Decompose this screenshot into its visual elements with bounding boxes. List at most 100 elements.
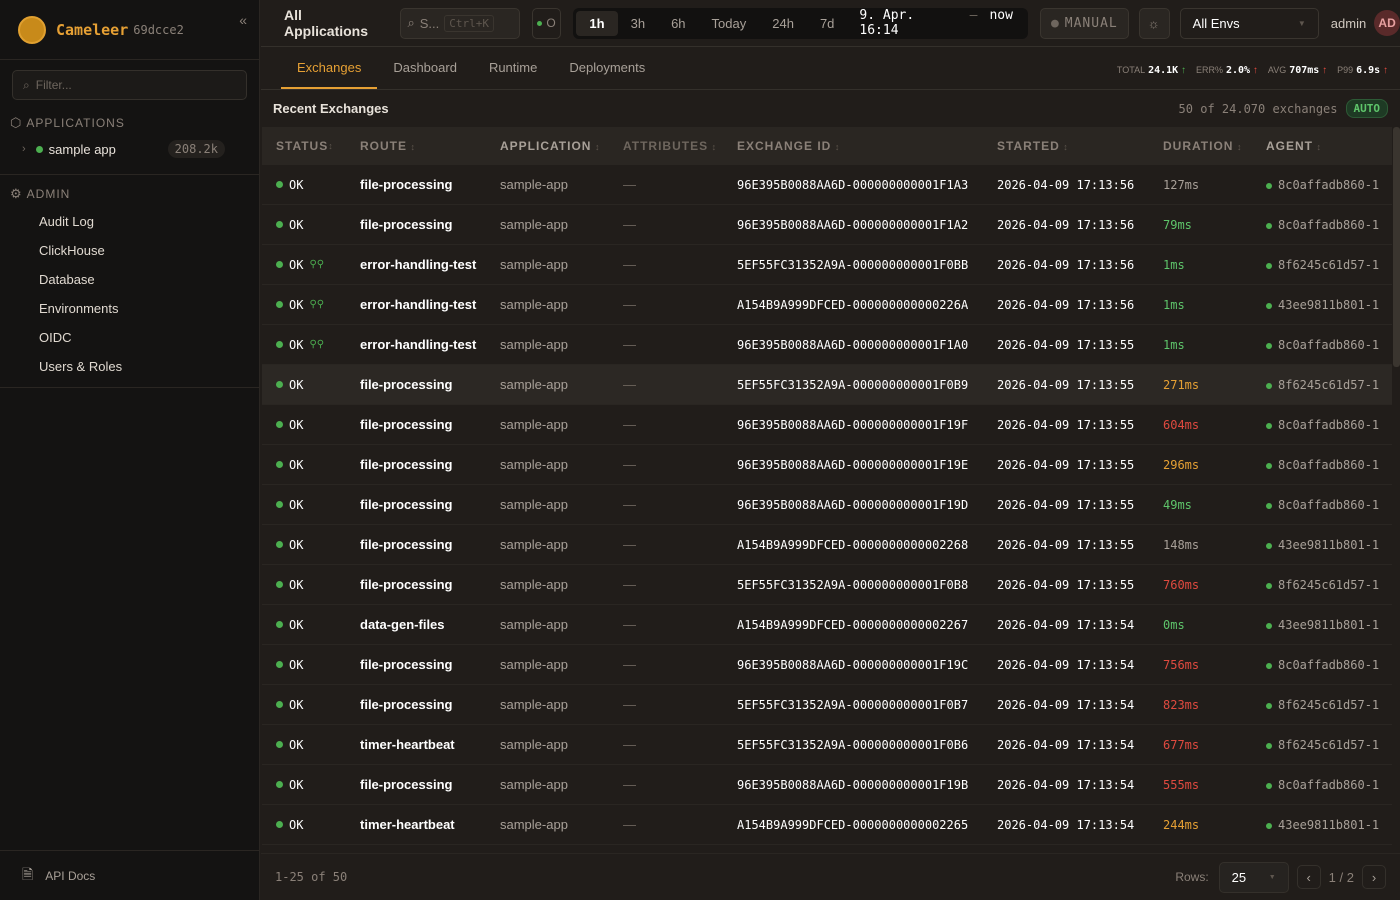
- auto-refresh-badge[interactable]: AUTO: [1345, 99, 1388, 118]
- avatar[interactable]: AD: [1374, 10, 1400, 36]
- route-cell[interactable]: error-handling-test: [360, 297, 477, 312]
- route-cell[interactable]: file-processing: [360, 577, 453, 592]
- chevron-right-icon[interactable]: ›: [22, 143, 26, 155]
- agent-cell[interactable]: 8c0affadb860-1: [1266, 458, 1392, 472]
- environment-select[interactable]: All Envs ▼: [1179, 7, 1319, 39]
- table-row[interactable]: OK timer-heartbeat sample-app — A154B9A999DF…: [262, 805, 1392, 845]
- route-cell[interactable]: file-processing: [360, 497, 453, 512]
- live-status-button[interactable]: O: [531, 7, 562, 39]
- route-cell[interactable]: file-processing: [360, 457, 453, 472]
- exchange-id-cell[interactable]: 96E395B0088AA6D-000000000001F1A2: [737, 217, 969, 232]
- api-docs-link[interactable]: 🗎 API Docs: [0, 850, 259, 900]
- agent-cell[interactable]: 8f6245c61d57-1: [1266, 738, 1392, 752]
- sidebar-item-admin[interactable]: ClickHouse: [39, 243, 105, 258]
- exchange-id-cell[interactable]: 96E395B0088AA6D-000000000001F1A3: [737, 177, 969, 192]
- table-row[interactable]: OK file-processing sample-app — 96E395B0088A…: [262, 645, 1392, 685]
- prev-page-button[interactable]: ‹: [1296, 865, 1321, 889]
- filter-input[interactable]: ⌕ Filter...: [12, 70, 247, 100]
- sort-icon[interactable]: ↕: [407, 141, 417, 152]
- route-cell[interactable]: file-processing: [360, 777, 453, 792]
- column-header-application[interactable]: APPLICATION ↕: [500, 139, 623, 153]
- agent-cell[interactable]: 8f6245c61d57-1: [1266, 578, 1392, 592]
- sort-icon[interactable]: ↕: [1233, 141, 1243, 152]
- table-row[interactable]: OK data-gen-files sample-app — A154B9A999DFC…: [262, 605, 1392, 645]
- exchange-id-cell[interactable]: 96E395B0088AA6D-000000000001F19C: [737, 657, 969, 672]
- agent-cell[interactable]: 8c0affadb860-1: [1266, 218, 1392, 232]
- agent-cell[interactable]: 8c0affadb860-1: [1266, 498, 1392, 512]
- route-cell[interactable]: timer-heartbeat: [360, 817, 455, 832]
- exchange-id-cell[interactable]: 96E395B0088AA6D-000000000001F19E: [737, 457, 969, 472]
- time-button[interactable]: Today: [711, 15, 747, 31]
- sidebar-item-admin[interactable]: Environments: [39, 301, 119, 316]
- search-button[interactable]: ⌕ S... Ctrl+K: [400, 7, 520, 39]
- exchange-id-cell[interactable]: 96E395B0088AA6D-000000000001F1A0: [737, 337, 969, 352]
- agent-cell[interactable]: 8c0affadb860-1: [1266, 658, 1392, 672]
- route-cell[interactable]: file-processing: [360, 657, 453, 672]
- time-button[interactable]: 6h: [671, 15, 686, 31]
- route-cell[interactable]: file-processing: [360, 537, 453, 552]
- agent-cell[interactable]: 8f6245c61d57-1: [1266, 378, 1392, 392]
- sort-icon[interactable]: ↕: [1059, 141, 1069, 152]
- sort-icon[interactable]: ↕: [591, 141, 601, 152]
- tab-runtime[interactable]: Runtime: [488, 60, 538, 75]
- table-row[interactable]: OK file-processing sample-app — 5EF55FC31352…: [262, 365, 1392, 405]
- exchange-id-cell[interactable]: 96E395B0088AA6D-000000000001F19F: [737, 417, 969, 432]
- exchange-id-cell[interactable]: A154B9A999DFCED-0000000000002267: [737, 617, 969, 632]
- time-button[interactable]: 1h: [576, 10, 618, 36]
- time-button[interactable]: 24h: [772, 15, 794, 31]
- table-row[interactable]: OK timer-heartbeat sample-app — 5EF55FC31352…: [262, 725, 1392, 765]
- route-cell[interactable]: data-gen-files: [360, 617, 445, 632]
- scrollbar[interactable]: [1393, 127, 1400, 367]
- table-row[interactable]: OK file-processing sample-app — 96E395B0088A…: [262, 165, 1392, 205]
- tab-dashboard[interactable]: Dashboard: [393, 60, 457, 75]
- table-row[interactable]: OK ⚲⚲ error-handling-test sample-app — 5EF55F…: [262, 245, 1392, 285]
- column-header-status[interactable]: STATUS ↕: [262, 139, 360, 153]
- agent-cell[interactable]: 8c0affadb860-1: [1266, 418, 1392, 432]
- time-range-display[interactable]: 9. Apr. 16:14 – now: [847, 8, 1025, 38]
- agent-cell[interactable]: 8c0affadb860-1: [1266, 338, 1392, 352]
- sidebar-app-item[interactable]: › sample app 208.2k: [0, 136, 259, 162]
- sort-icon[interactable]: ↕: [708, 141, 718, 152]
- route-cell[interactable]: file-processing: [360, 217, 453, 232]
- rows-per-page-select[interactable]: 25 ▼: [1218, 861, 1289, 893]
- agent-cell[interactable]: 43ee9811b801-1: [1266, 618, 1392, 632]
- column-header-started[interactable]: STARTED ↕: [997, 139, 1163, 153]
- sidebar-item-admin[interactable]: Users & Roles: [39, 359, 123, 374]
- tab-deployments[interactable]: Deployments: [569, 60, 646, 75]
- theme-toggle-button[interactable]: ☼: [1138, 7, 1170, 39]
- exchange-id-cell[interactable]: A154B9A999DFCED-0000000000002265: [737, 817, 969, 832]
- time-button[interactable]: 3h: [630, 15, 646, 31]
- exchange-id-cell[interactable]: 5EF55FC31352A9A-000000000001F0B8: [737, 577, 969, 592]
- table-row[interactable]: OK file-processing sample-app — A154B9A999DF…: [262, 525, 1392, 565]
- sidebar-item-admin[interactable]: Database: [39, 272, 95, 287]
- column-header-exchange-id[interactable]: EXCHANGE ID ↕: [737, 139, 997, 153]
- agent-cell[interactable]: 43ee9811b801-1: [1266, 818, 1392, 832]
- sort-icon[interactable]: ↕: [831, 141, 841, 152]
- sort-icon[interactable]: ↕: [1313, 141, 1323, 152]
- table-row[interactable]: OK file-processing sample-app — 96E395B0088A…: [262, 765, 1392, 805]
- column-header-route[interactable]: ROUTE ↕: [360, 139, 500, 153]
- table-row[interactable]: OK file-processing sample-app — 5EF55FC31352…: [262, 685, 1392, 725]
- route-cell[interactable]: error-handling-test: [360, 257, 477, 272]
- table-row[interactable]: OK file-processing sample-app — 96E395B0088A…: [262, 205, 1392, 245]
- column-header-agent[interactable]: AGENT ↕: [1266, 139, 1392, 153]
- exchange-id-cell[interactable]: A154B9A999DFCED-000000000000226A: [737, 297, 969, 312]
- route-cell[interactable]: timer-heartbeat: [360, 737, 455, 752]
- table-row[interactable]: OK file-processing sample-app — 96E395B0088A…: [262, 445, 1392, 485]
- route-cell[interactable]: file-processing: [360, 177, 453, 192]
- exchange-id-cell[interactable]: 96E395B0088AA6D-000000000001F19D: [737, 497, 969, 512]
- column-header-duration[interactable]: DURATION ↕: [1163, 139, 1266, 153]
- exchange-id-cell[interactable]: 5EF55FC31352A9A-000000000001F0B7: [737, 697, 969, 712]
- table-row[interactable]: OK ⚲⚲ error-handling-test sample-app — 96E395…: [262, 325, 1392, 365]
- table-row[interactable]: OK file-processing sample-app — 5EF55FC31352…: [262, 565, 1392, 605]
- route-cell[interactable]: file-processing: [360, 697, 453, 712]
- exchange-id-cell[interactable]: A154B9A999DFCED-0000000000002268: [737, 537, 969, 552]
- sidebar-item-admin[interactable]: Audit Log: [39, 214, 94, 229]
- table-row[interactable]: OK file-processing sample-app — 96E395B0088A…: [262, 405, 1392, 445]
- sidebar-item-admin[interactable]: OIDC: [39, 330, 72, 345]
- agent-cell[interactable]: 8f6245c61d57-1: [1266, 698, 1392, 712]
- exchange-id-cell[interactable]: 5EF55FC31352A9A-000000000001F0B9: [737, 377, 969, 392]
- tab-exchanges[interactable]: Exchanges: [281, 60, 378, 89]
- agent-cell[interactable]: 8c0affadb860-1: [1266, 778, 1392, 792]
- agent-cell[interactable]: 8f6245c61d57-1: [1266, 258, 1392, 272]
